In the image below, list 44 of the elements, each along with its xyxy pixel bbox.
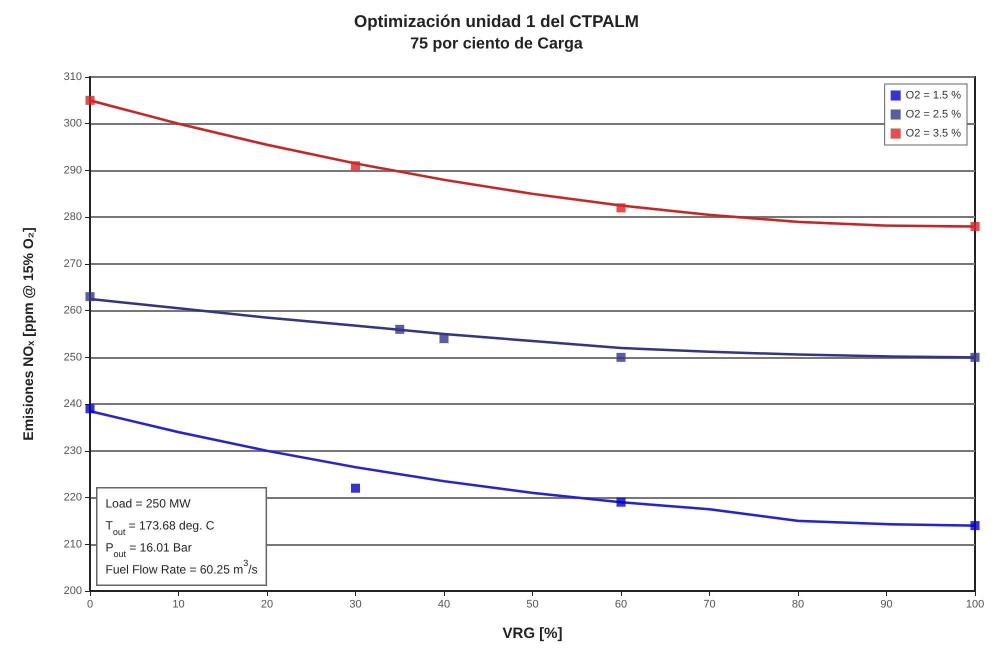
y-tick-label: 290 — [64, 164, 82, 176]
y-tick-label: 240 — [64, 398, 82, 410]
point — [970, 521, 980, 530]
x-tick-label: 70 — [703, 598, 716, 610]
point — [616, 203, 626, 212]
x-tick-label: 30 — [349, 598, 362, 610]
y-tick-label: 310 — [64, 71, 82, 83]
point — [970, 222, 980, 232]
y-tick-label: 260 — [64, 304, 82, 317]
point — [395, 324, 404, 334]
x-tick-label: 40 — [438, 598, 450, 610]
legend-label: O2 = 2.5 % — [906, 108, 962, 120]
point — [440, 334, 448, 344]
x-tick-label: 50 — [526, 598, 539, 610]
point — [970, 352, 980, 362]
x-axis-title: VRG [%] — [502, 625, 563, 642]
y-tick-label: 250 — [64, 351, 82, 364]
y-tick-label: 200 — [64, 585, 82, 597]
x-tick-label: 10 — [172, 598, 185, 610]
y-tick-label: 210 — [64, 538, 82, 550]
legend-label: O2 = 1.5 % — [906, 90, 962, 102]
x-tick-label: 20 — [260, 598, 274, 610]
point — [351, 161, 360, 170]
y-tick-label: 220 — [64, 492, 82, 504]
annotation: Load = 250 MW — [106, 496, 192, 510]
y-tick-label: 280 — [64, 211, 82, 224]
point — [616, 352, 626, 362]
y-axis-title: Emisiones NOₓ [ppm @ 15% O₂] — [20, 227, 36, 441]
point — [86, 292, 94, 302]
chart-subtitle: 75 por ciento de Carga — [410, 36, 583, 52]
x-tick-label: 0 — [86, 598, 94, 610]
x-tick-label: 80 — [792, 598, 804, 610]
legend-label: O2 = 3.5 % — [906, 128, 962, 140]
point — [351, 484, 360, 493]
point — [86, 96, 94, 105]
x-tick-label: 90 — [880, 598, 893, 610]
point — [616, 498, 626, 507]
y-tick-label: 270 — [64, 258, 82, 270]
x-tick-label: 60 — [614, 598, 628, 610]
y-tick-label: 300 — [64, 118, 82, 130]
x-tick-label: 100 — [966, 598, 984, 610]
y-tick-label: 230 — [64, 444, 82, 457]
chart-title: Optimización unidad 1 del CTPALM — [354, 12, 639, 31]
point — [86, 404, 94, 414]
